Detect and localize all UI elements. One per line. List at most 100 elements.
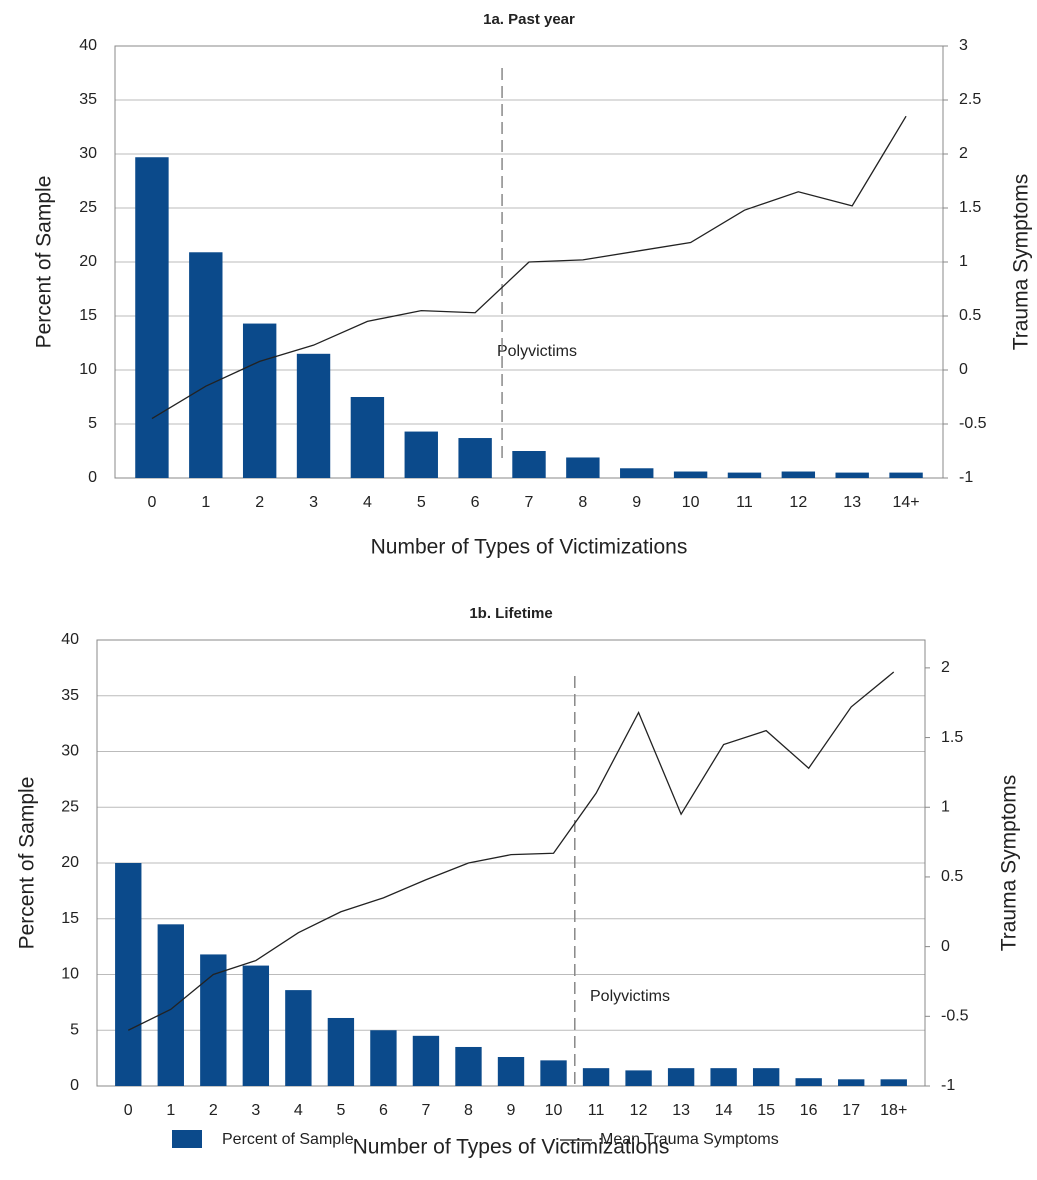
y2-tick-label: -1 (941, 1077, 955, 1094)
bar (540, 1060, 567, 1086)
x-tick-label: 1 (166, 1102, 175, 1119)
x-tick-label: 9 (507, 1102, 516, 1119)
x-tick-label: 13 (672, 1102, 690, 1119)
trend-line (151, 115, 907, 420)
y2-tick-label: 1 (959, 253, 968, 270)
x-tick-label: 10 (682, 494, 700, 511)
x-tick-label: 14 (715, 1102, 733, 1119)
bar (566, 457, 600, 478)
y2-tick-label: 0 (941, 938, 950, 955)
x-tick-label: 18+ (880, 1102, 907, 1119)
y-tick-label: 5 (88, 415, 97, 432)
x-tick-label: 4 (294, 1102, 303, 1119)
y-tick-label: 35 (61, 687, 79, 704)
y-tick-label: 10 (61, 966, 79, 983)
y-tick-label: 20 (61, 854, 79, 871)
bar (673, 471, 708, 478)
y2-tick-label: -1 (959, 469, 973, 486)
bar (795, 1078, 822, 1086)
chart-title: 1b. Lifetime (469, 605, 552, 622)
y-axis-label: Percent of Sample (16, 777, 39, 950)
bar (370, 1030, 397, 1086)
x-tick-label: 11 (736, 494, 753, 511)
bar (710, 1068, 737, 1086)
y2-tick-label: 2.5 (959, 91, 981, 108)
y-tick-label: 35 (79, 91, 97, 108)
bar (135, 157, 169, 479)
y-tick-label: 20 (79, 253, 97, 270)
bar (458, 438, 492, 478)
x-tick-label: 16 (800, 1102, 818, 1119)
y2-tick-label: 0.5 (941, 868, 963, 885)
y-tick-label: 5 (70, 1021, 79, 1038)
y2-tick-label: 0 (959, 361, 968, 378)
bar (350, 397, 385, 478)
bar (838, 1079, 865, 1086)
y2-axis-label: Trauma Symptoms (1010, 174, 1033, 351)
x-tick-label: 13 (843, 494, 861, 511)
bar (285, 990, 312, 1086)
x-tick-label: 6 (379, 1102, 388, 1119)
x-tick-label: 4 (363, 494, 372, 511)
x-tick-label: 5 (336, 1102, 345, 1119)
x-axis-label: Number of Types of Victimizations (353, 1136, 670, 1159)
bar (667, 1068, 695, 1086)
x-tick-label: 7 (421, 1102, 430, 1119)
y2-tick-label: 1 (941, 798, 950, 815)
bar (620, 468, 654, 478)
bar (889, 472, 923, 478)
trend-line (127, 671, 895, 1031)
bar (327, 1017, 355, 1086)
y2-tick-label: 3 (959, 37, 968, 54)
bar (835, 472, 869, 478)
x-tick-label: 2 (255, 494, 264, 511)
y-tick-label: 10 (79, 361, 97, 378)
x-tick-label: 5 (417, 494, 426, 511)
bar (880, 1079, 907, 1086)
bar (115, 863, 142, 1086)
annotation: Polyvictims (497, 343, 577, 360)
x-tick-label: 1 (201, 494, 210, 511)
y-tick-label: 30 (79, 145, 97, 162)
y2-tick-label: 1.5 (941, 729, 963, 746)
bar (781, 471, 816, 478)
x-tick-label: 15 (757, 1102, 775, 1119)
annotation: Polyvictims (590, 988, 670, 1005)
x-tick-label: 17 (842, 1102, 860, 1119)
y-axis-label: Percent of Sample (33, 176, 56, 349)
legend-label: Percent of Sample (222, 1131, 354, 1148)
y2-tick-label: -0.5 (959, 415, 987, 432)
x-tick-label: 2 (209, 1102, 218, 1119)
y-tick-label: 30 (61, 743, 79, 760)
y2-tick-label: 2 (941, 659, 950, 676)
chart-title: 1a. Past year (483, 11, 575, 28)
x-tick-label: 14+ (892, 494, 919, 511)
bar (512, 451, 546, 478)
y2-tick-label: -0.5 (941, 1008, 969, 1025)
x-tick-label: 8 (464, 1102, 473, 1119)
x-tick-label: 11 (588, 1102, 605, 1119)
bar (200, 954, 227, 1086)
y-tick-label: 0 (70, 1077, 79, 1094)
y-tick-label: 40 (61, 631, 79, 648)
x-tick-label: 7 (525, 494, 534, 511)
bar (497, 1057, 525, 1086)
bar (412, 1035, 440, 1086)
x-tick-label: 0 (124, 1102, 133, 1119)
legend-swatch (172, 1130, 202, 1148)
bar (727, 472, 762, 478)
x-tick-label: 0 (147, 494, 156, 511)
bar (455, 1046, 482, 1086)
x-tick-label: 10 (545, 1102, 563, 1119)
bar (752, 1068, 780, 1086)
y2-tick-label: 2 (959, 145, 968, 162)
y2-tick-label: 0.5 (959, 307, 981, 324)
y2-tick-label: 1.5 (959, 199, 981, 216)
bar (404, 431, 438, 478)
bar (189, 252, 223, 478)
y-tick-label: 40 (79, 37, 97, 54)
x-tick-label: 12 (630, 1102, 648, 1119)
y-tick-label: 15 (61, 910, 79, 927)
